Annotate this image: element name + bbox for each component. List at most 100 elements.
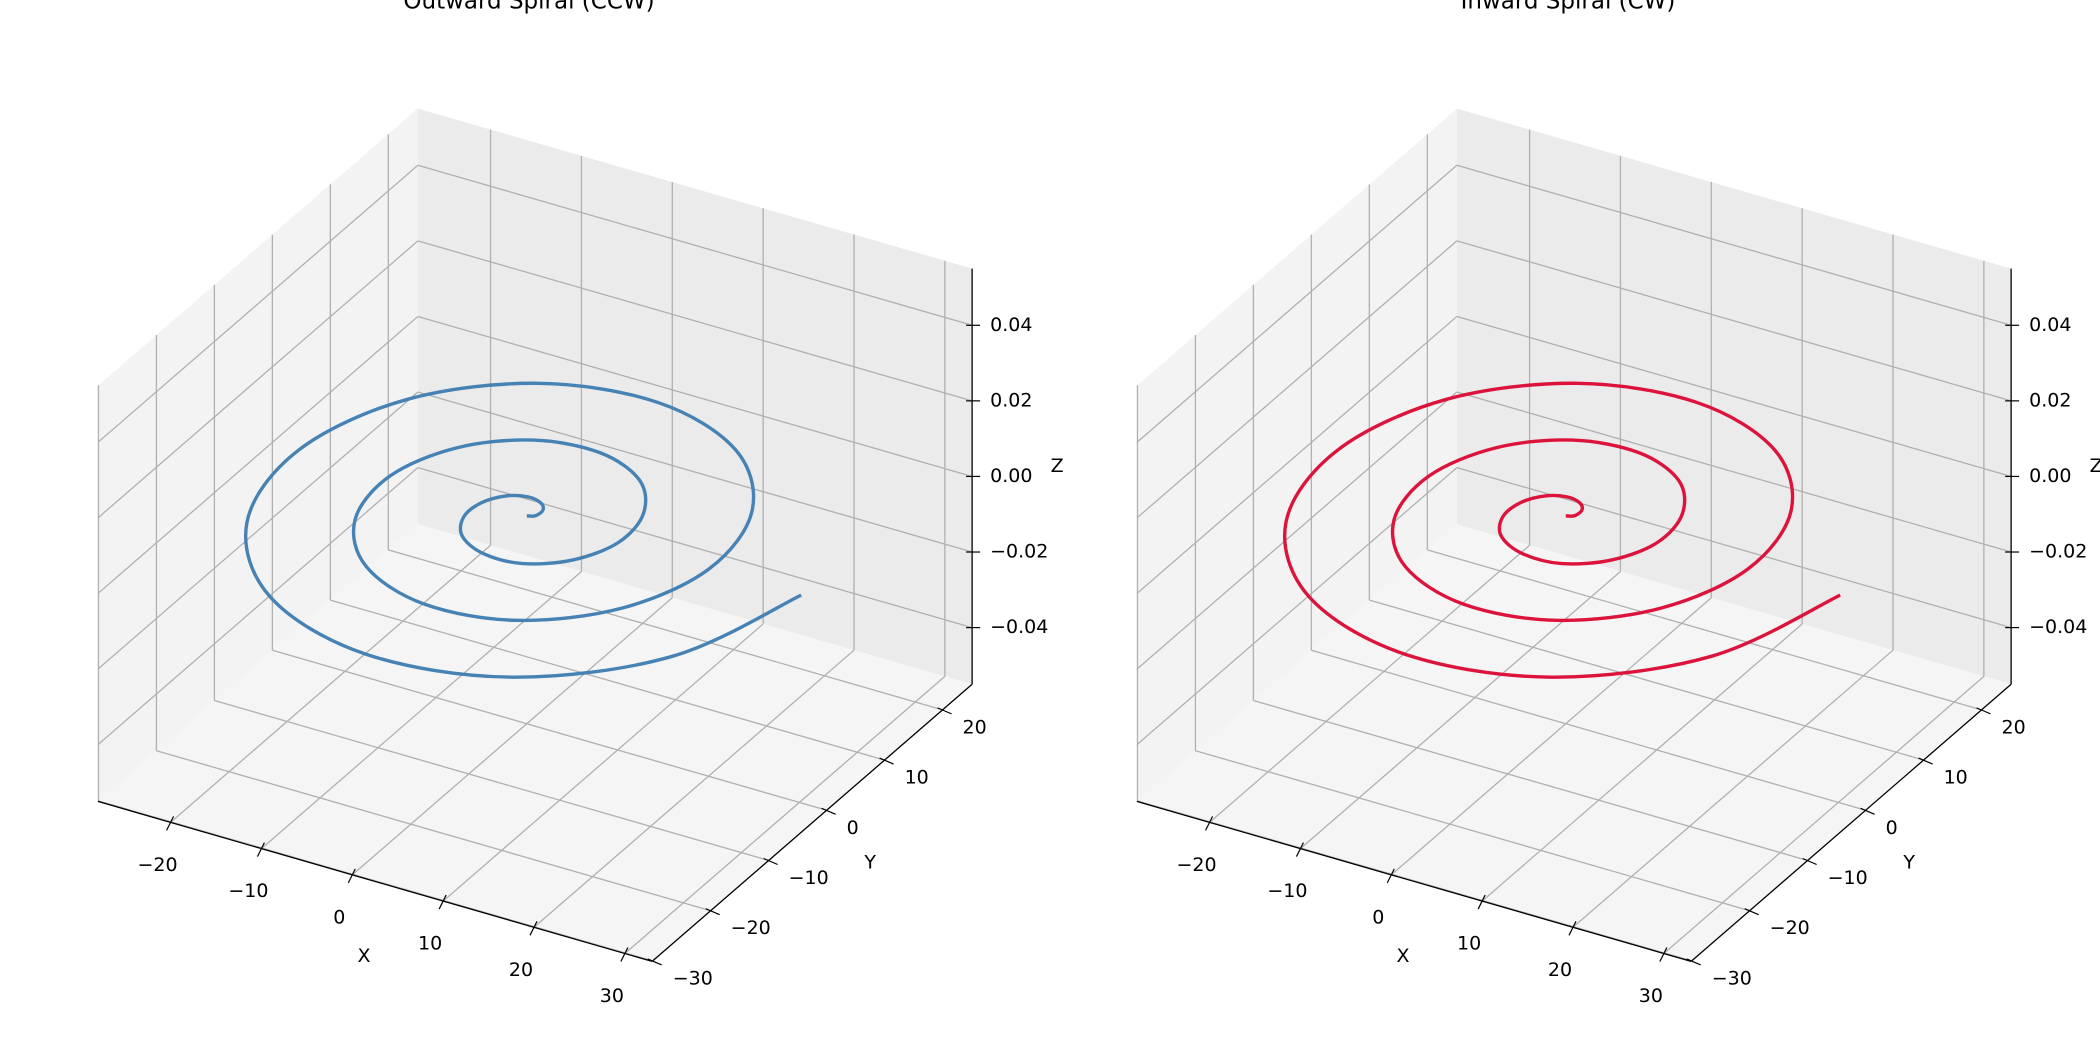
chart-title: Outward Spiral (CCW)	[403, 0, 654, 15]
grid-line	[214, 699, 769, 862]
grid-line	[1136, 164, 1458, 443]
z-axis-label: Z	[1051, 455, 1064, 477]
grid-line	[156, 750, 711, 912]
grid-line	[1456, 164, 2012, 326]
y-tick-label: 0	[1886, 817, 1898, 839]
y-tick-label: −20	[731, 917, 771, 939]
y-tick-mark	[1918, 757, 1933, 765]
grid-line	[1481, 623, 1803, 902]
x-tick-label: −20	[1177, 854, 1217, 876]
grid-line	[1456, 391, 2012, 553]
y-tick-label: −10	[789, 867, 829, 889]
grid-line	[1253, 699, 1808, 862]
x-tick-mark	[438, 894, 447, 910]
y-axis-line	[651, 683, 973, 962]
grid-line	[1136, 315, 1458, 595]
x-tick-label: −20	[138, 854, 178, 876]
grid-line	[1663, 675, 1985, 955]
y-tick-label: 20	[963, 716, 987, 738]
grid-line	[624, 675, 946, 955]
x-tick-label: 0	[1372, 906, 1384, 928]
grid-line	[261, 571, 582, 850]
y-tick-mark	[647, 958, 662, 966]
x-tick-mark	[1568, 921, 1577, 936]
spiral-line	[1283, 381, 1841, 679]
z-tick-label: 0.04	[990, 314, 1032, 336]
grid-line	[1136, 240, 1458, 519]
x-tick-mark	[1659, 947, 1668, 962]
grid-line	[1209, 544, 1530, 823]
y-tick-mark	[1860, 807, 1875, 815]
grid-line	[1456, 315, 2012, 478]
grid-line	[351, 597, 673, 876]
z-tick-label: −0.02	[2029, 541, 2087, 563]
y-tick-mark	[879, 757, 894, 765]
x-axis-line	[1136, 800, 1692, 963]
x-axis-label: X	[357, 945, 370, 967]
grid-line	[417, 391, 973, 553]
y-axis-label: Y	[863, 851, 876, 873]
x-tick-mark	[347, 868, 356, 884]
grid-line	[272, 649, 827, 811]
y-tick-label: −10	[1828, 867, 1868, 889]
grid-line	[1456, 240, 2012, 402]
y-tick-label: 0	[847, 817, 859, 839]
x-tick-mark	[166, 816, 175, 831]
y-tick-mark	[1976, 707, 1991, 715]
y-tick-label: 10	[1944, 767, 1968, 789]
x-tick-mark	[1386, 868, 1395, 884]
z-axis-label: Z	[2090, 455, 2100, 477]
grid-line	[330, 599, 885, 761]
spiral-line	[244, 381, 802, 679]
z-tick-label: −0.04	[990, 616, 1048, 638]
grid-line	[388, 549, 943, 711]
x-tick-mark	[620, 947, 629, 962]
x-tick-mark	[1477, 894, 1486, 910]
y-tick-label: −30	[1712, 967, 1752, 989]
z-tick-label: −0.02	[990, 541, 1048, 563]
x-axis-line	[97, 800, 653, 963]
grid-line	[1136, 467, 1458, 746]
z-tick-label: 0.02	[2029, 389, 2071, 411]
chart-title: Inward Spiral (CW)	[1461, 0, 1676, 15]
x-tick-mark	[1295, 842, 1304, 857]
x-tick-label: −10	[1267, 880, 1307, 902]
x-axis-label: X	[1396, 945, 1409, 967]
grid-line	[1572, 649, 1894, 928]
x-tick-label: 30	[1639, 985, 1663, 1007]
y-tick-mark	[821, 807, 836, 815]
x-tick-mark	[1205, 816, 1214, 831]
y-tick-label: −20	[1770, 917, 1810, 939]
grid-line	[97, 240, 419, 519]
grid-line	[97, 315, 419, 595]
y-tick-label: 10	[905, 767, 929, 789]
grid-line	[1136, 391, 1458, 670]
grid-line	[97, 164, 419, 443]
x-tick-label: 20	[509, 959, 533, 981]
z-tick-label: 0.04	[2029, 314, 2071, 336]
grid-line	[1311, 649, 1866, 811]
x-tick-mark	[529, 921, 538, 936]
grid-line	[1427, 549, 1982, 711]
x-tick-label: 0	[333, 906, 345, 928]
y-tick-mark	[763, 857, 778, 866]
y-axis-line	[1690, 683, 2012, 962]
grid-line	[1300, 571, 1621, 850]
y-tick-mark	[937, 707, 952, 715]
grid-line	[170, 544, 491, 823]
x-tick-label: 20	[1548, 959, 1572, 981]
z-tick-label: 0.00	[990, 465, 1032, 487]
z-tick-label: 0.00	[2029, 465, 2071, 487]
y-axis-label: Y	[1902, 851, 1915, 873]
grid-line	[442, 623, 764, 902]
grid-line	[1369, 599, 1924, 761]
x-tick-label: 10	[418, 933, 442, 955]
y-tick-mark	[1744, 908, 1759, 916]
y-tick-mark	[1686, 958, 1701, 966]
y-tick-label: 20	[2002, 716, 2026, 738]
grid-line	[1390, 597, 1712, 876]
z-tick-label: 0.02	[990, 389, 1032, 411]
x-tick-label: −10	[228, 880, 268, 902]
